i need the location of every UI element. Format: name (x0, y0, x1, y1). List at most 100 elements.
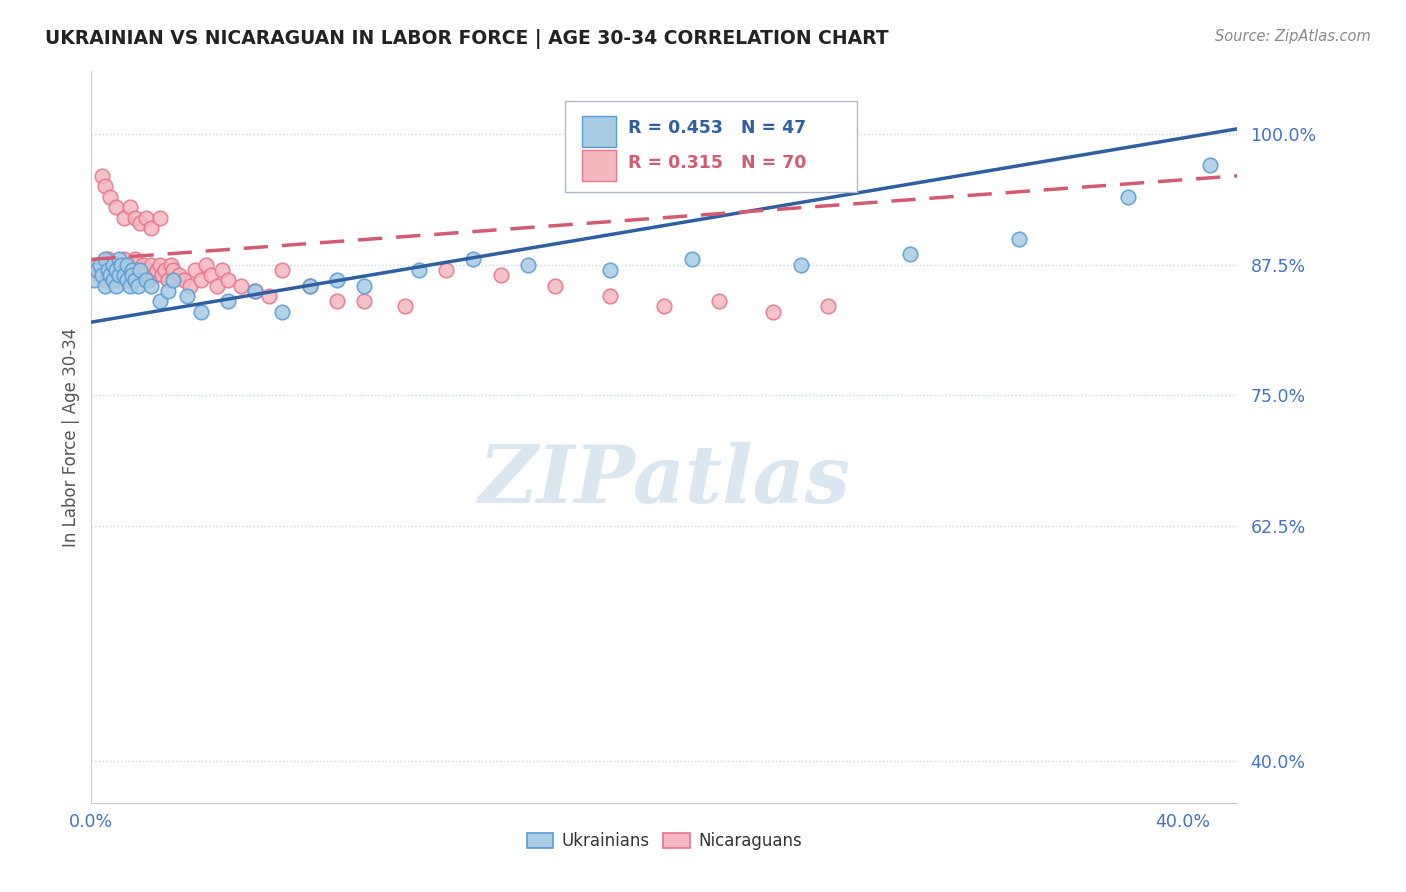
Text: R = 0.453   N = 47: R = 0.453 N = 47 (627, 120, 806, 137)
FancyBboxPatch shape (582, 151, 616, 181)
Text: Source: ZipAtlas.com: Source: ZipAtlas.com (1215, 29, 1371, 44)
Point (243, 284, 266, 298)
Point (107, 258, 129, 272)
Point (115, 273, 138, 287)
Point (681, 252, 703, 267)
Point (167, 268, 190, 282)
Point (162, 273, 184, 287)
Point (257, 289, 280, 303)
FancyBboxPatch shape (582, 116, 616, 146)
Point (107, 268, 129, 282)
Point (129, 263, 152, 277)
Point (434, 263, 457, 277)
Point (141, 258, 163, 272)
Point (121, 263, 143, 277)
Point (115, 258, 138, 272)
Point (129, 216, 152, 230)
Point (91, 263, 114, 277)
Point (94, 252, 117, 267)
Point (271, 263, 294, 277)
Text: UKRAINIAN VS NICARAGUAN IN LABOR FORCE | AGE 30-34 CORRELATION CHART: UKRAINIAN VS NICARAGUAN IN LABOR FORCE |… (45, 29, 889, 48)
Point (121, 258, 143, 272)
Point (652, 300, 675, 314)
Point (194, 258, 217, 272)
Point (83, 273, 105, 287)
Point (153, 263, 176, 277)
Point (149, 294, 172, 309)
Point (394, 300, 416, 314)
Point (217, 273, 239, 287)
Point (94, 273, 117, 287)
Point (124, 273, 146, 287)
Legend: Ukrainians, Nicaraguans: Ukrainians, Nicaraguans (520, 825, 808, 856)
Point (463, 252, 485, 267)
Point (127, 278, 149, 293)
Point (211, 263, 233, 277)
Point (118, 200, 141, 214)
Point (110, 258, 132, 272)
Point (121, 263, 143, 277)
Point (149, 258, 172, 272)
Point (121, 268, 143, 282)
Point (353, 278, 375, 293)
Point (129, 268, 152, 282)
Point (1199, 158, 1222, 172)
Point (91, 268, 114, 282)
Point (107, 252, 129, 267)
Point (762, 304, 785, 318)
Point (516, 258, 538, 272)
Point (599, 263, 621, 277)
Point (162, 263, 184, 277)
Point (138, 273, 160, 287)
Point (112, 252, 135, 267)
Point (124, 252, 146, 267)
Point (176, 289, 198, 303)
Point (104, 278, 127, 293)
Point (156, 273, 179, 287)
Point (326, 273, 349, 287)
Point (200, 268, 222, 282)
Point (298, 278, 321, 293)
Point (707, 294, 730, 309)
Point (115, 258, 138, 272)
Point (489, 268, 512, 282)
Point (544, 278, 567, 293)
Point (141, 221, 163, 235)
Point (104, 263, 127, 277)
Point (135, 273, 157, 287)
Point (159, 258, 181, 272)
Point (156, 284, 179, 298)
Point (1008, 231, 1031, 245)
Point (97, 263, 120, 277)
Point (149, 211, 172, 225)
Point (790, 258, 813, 272)
Point (141, 278, 163, 293)
Point (103, 258, 125, 272)
Point (112, 268, 135, 282)
Point (298, 278, 321, 293)
Point (83, 263, 105, 277)
Point (231, 278, 253, 293)
Point (217, 294, 239, 309)
Point (179, 278, 201, 293)
Point (91, 169, 114, 183)
Point (94, 278, 117, 293)
Point (135, 211, 157, 225)
Point (103, 273, 125, 287)
Point (132, 258, 155, 272)
Point (353, 294, 375, 309)
Point (143, 268, 166, 282)
Point (190, 304, 212, 318)
Point (205, 278, 228, 293)
Point (104, 200, 127, 214)
Y-axis label: In Labor Force | Age 30-34: In Labor Force | Age 30-34 (62, 327, 80, 547)
Point (103, 258, 125, 272)
Point (127, 263, 149, 277)
Point (184, 263, 207, 277)
Point (146, 263, 169, 277)
Point (150, 268, 173, 282)
Point (271, 304, 294, 318)
Point (112, 268, 135, 282)
Point (243, 284, 266, 298)
Point (86, 258, 108, 272)
